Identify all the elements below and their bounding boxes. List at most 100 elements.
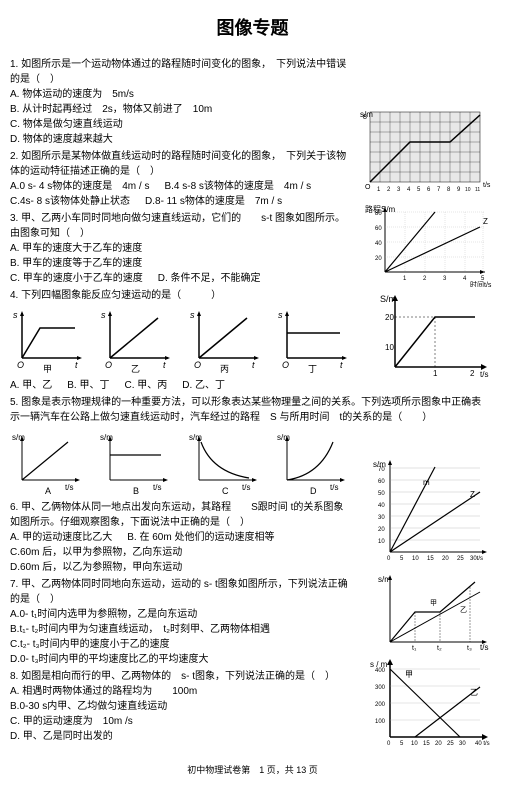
q2-stem: 2. 如图所示是某物体做直线运动时的路程随时间变化的图象， 下列关于该物体的运动…: [10, 149, 350, 179]
q5-stem: 5. 图象是表示物理规律的一种重要方法，可以形象表达某些物理量之间的关系。下列选…: [10, 395, 490, 425]
q5-chart-d: s/mt/sD: [275, 430, 350, 495]
svg-text:s/m: s/m: [100, 433, 113, 442]
q4-b: B. 甲、丁: [67, 378, 109, 393]
svg-text:O: O: [365, 184, 371, 191]
svg-text:A: A: [45, 486, 51, 495]
q4-chart-ding: sOt丁: [275, 308, 350, 373]
svg-text:2: 2: [470, 369, 475, 378]
q6-c: C.60m 后，以甲为参照物，乙向东运动: [10, 545, 182, 560]
q6-stem: 6. 甲、乙俩物体从同一地点出发向东运动，其路程 S跟时间 t的关系图象如图所示…: [10, 500, 350, 530]
svg-text:5: 5: [400, 741, 404, 747]
q3-d: D. 条件不足，不能确定: [158, 271, 261, 286]
q2-d: D.8- 11 s物体的速度是 7m / s: [145, 194, 282, 209]
q7: 7. 甲、乙两物体同时同地向东运动，运动的 s- t图象如图所示，下列说法正确的…: [10, 577, 350, 667]
svg-text:O: O: [17, 360, 24, 370]
q7-a: A.0- t₁时间内选甲为参照物，乙是向东运动: [10, 607, 350, 622]
svg-text:t/s: t/s: [242, 483, 250, 492]
svg-text:s: s: [190, 310, 195, 320]
svg-text:20: 20: [442, 556, 449, 562]
q4-chart-yi: sOt乙: [98, 308, 173, 373]
svg-text:50: 50: [378, 491, 385, 497]
q1-b: B. 从计时起再经过 2s，物体又前进了 10m: [10, 102, 350, 117]
svg-text:0: 0: [387, 556, 391, 562]
svg-text:s/m: s/m: [12, 433, 25, 442]
q5-chart-b: s/mt/sB: [98, 430, 173, 495]
q4-chart-bing: sOt丙: [187, 308, 262, 373]
svg-text:10: 10: [465, 187, 471, 193]
svg-text:8: 8: [363, 114, 367, 121]
svg-text:20: 20: [435, 741, 442, 747]
q4-stem: 4. 下列四幅图象能反应匀速运动的是（ ）: [10, 288, 350, 303]
svg-text:10: 10: [412, 556, 419, 562]
page-title: 图像专题: [10, 15, 495, 42]
q5-chart-c: s/m t/s C: [187, 430, 262, 495]
svg-text:6: 6: [427, 187, 431, 193]
svg-text:t/s: t/s: [480, 370, 488, 379]
svg-text:D: D: [310, 486, 317, 495]
svg-text:11: 11: [475, 187, 480, 193]
svg-text:40: 40: [378, 503, 385, 509]
svg-text:t/s: t/s: [330, 483, 338, 492]
svg-text:40: 40: [375, 241, 382, 247]
chart-q4-right: S/m 2010 12 t/s: [375, 292, 495, 382]
svg-text:s/m: s/m: [189, 433, 202, 442]
svg-text:60: 60: [378, 479, 385, 485]
q3: 3. 甲、乙两小车同时同地向做匀速直线运动，它们的 s-t 图象如图所示。由图象…: [10, 211, 350, 286]
q5-chart-a: s/m t/s A: [10, 430, 85, 495]
question-list: 1. 如图所示是一个运动物体通过的路程随时间变化的图象， 下列说法中错误的是（ …: [10, 57, 350, 744]
svg-text:100: 100: [375, 719, 386, 725]
svg-text:70: 70: [378, 467, 385, 473]
q7-stem: 7. 甲、乙两物体同时同地向东运动，运动的 s- t图象如图所示，下列说法正确的…: [10, 577, 350, 607]
q4: 4. 下列四幅图象能反应匀速运动的是（ ） sOt甲 sOt乙 sOt丙 sOt…: [10, 288, 350, 393]
svg-text:t/s: t/s: [483, 182, 491, 189]
svg-text:8: 8: [447, 187, 451, 193]
svg-text:s/m: s/m: [378, 575, 391, 584]
q8-b: B.0-30 s内甲、乙均做匀速直线运动: [10, 699, 350, 714]
svg-text:10: 10: [385, 343, 394, 352]
q1-d: D. 物体的速度越来越大: [10, 132, 350, 147]
page-footer: 初中物理试卷第 1 页，共 13 页: [10, 764, 495, 778]
q1-a: A. 物体运动的速度为 5m/s: [10, 87, 350, 102]
svg-text:20: 20: [375, 256, 382, 262]
q2-c: C.4s- 8 s该物体处静止状态: [10, 194, 130, 209]
q8: 8. 如图是相向而行的甲、乙两物体的 s- t图象，下列说法正确的是（ ） A.…: [10, 669, 350, 744]
svg-text:200: 200: [375, 702, 386, 708]
svg-text:15: 15: [423, 741, 430, 747]
svg-text:s: s: [278, 310, 283, 320]
svg-text:C: C: [222, 486, 229, 495]
svg-text:t/s: t/s: [65, 483, 73, 492]
q6: 6. 甲、乙俩物体从同一地点出发向东运动，其路程 S跟时间 t的关系图象如图所示…: [10, 500, 350, 575]
svg-text:乙: 乙: [131, 364, 140, 373]
q3-b: B. 甲车的速度等于乙车的速度: [10, 256, 350, 271]
q8-a: A. 相遇时两物体通过的路程均为 100m: [10, 684, 350, 699]
svg-text:t: t: [75, 360, 78, 370]
svg-text:400: 400: [375, 668, 386, 674]
svg-text:t₁: t₁: [412, 645, 417, 652]
svg-text:丁: 丁: [308, 364, 317, 373]
svg-text:30: 30: [378, 515, 385, 521]
svg-text:乙: 乙: [460, 606, 467, 614]
svg-text:4: 4: [463, 276, 467, 282]
chart-q8: s / m 100200300400 05101520253040 t/s 甲乙: [360, 657, 495, 752]
svg-text:时间t/s: 时间t/s: [470, 280, 492, 287]
svg-text:t: t: [252, 360, 255, 370]
svg-text:Z: Z: [470, 490, 475, 499]
svg-text:10: 10: [411, 741, 418, 747]
svg-text:80: 80: [375, 211, 382, 217]
svg-text:甲: 甲: [43, 364, 52, 373]
q7-d: D.0- t₃时间内甲的平均速度比乙的平均速度大: [10, 652, 350, 667]
svg-text:2: 2: [423, 276, 427, 282]
q2-a: A.0 s- 4 s物体的速度是 4m / s: [10, 179, 149, 194]
svg-text:1: 1: [403, 276, 407, 282]
q7-b: B.t₁- t₂时间内甲为匀速直线运动， t₂时刻甲、乙两物体相遇: [10, 622, 350, 637]
q1: 1. 如图所示是一个运动物体通过的路程随时间变化的图象， 下列说法中错误的是（ …: [10, 57, 350, 147]
svg-text:25: 25: [447, 741, 454, 747]
svg-text:3: 3: [443, 276, 447, 282]
svg-text:Z: Z: [483, 217, 488, 226]
q4-d: D. 乙、丁: [182, 378, 225, 393]
svg-text:O: O: [282, 360, 289, 370]
q2-b: B.4 s-8 s该物体的速度是 4m / s: [164, 179, 311, 194]
svg-text:O: O: [105, 360, 112, 370]
svg-text:30t/s: 30t/s: [470, 556, 483, 562]
chart-q6: s/m 10203040506070 051015202530t/s mZ: [365, 457, 495, 567]
